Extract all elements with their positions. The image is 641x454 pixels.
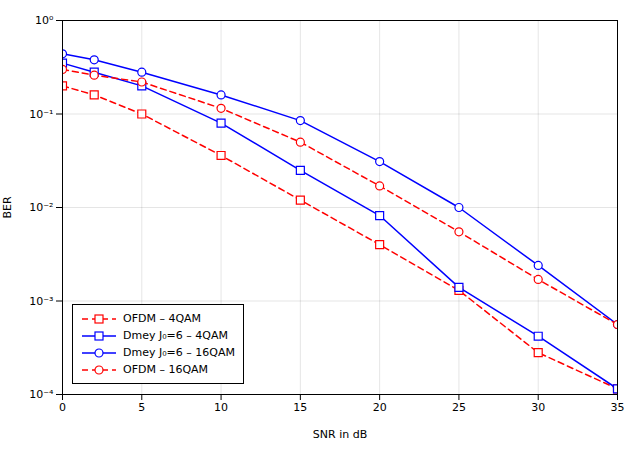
html-text:OFDM – 16QAM: OFDM – 16QAM	[123, 363, 209, 376]
svg-text:BER: BER	[1, 196, 14, 218]
html-text:Dmey J₀=6 – 4QAM: Dmey J₀=6 – 4QAM	[123, 329, 228, 342]
svg-text:30: 30	[531, 401, 545, 414]
svg-text:10⁻¹: 10⁻¹	[29, 108, 53, 121]
svg-text:10⁻²: 10⁻²	[29, 201, 53, 214]
svg-text:10⁰: 10⁰	[35, 14, 54, 27]
svg-text:25: 25	[452, 401, 466, 414]
svg-text:5: 5	[138, 401, 145, 414]
svg-text:10⁻³: 10⁻³	[29, 295, 53, 308]
svg-text:10⁻⁴: 10⁻⁴	[29, 388, 54, 401]
html-text:OFDM – 4QAM: OFDM – 4QAM	[123, 312, 202, 325]
svg-text:SNR in dB: SNR in dB	[313, 428, 367, 441]
svg-text:15: 15	[293, 401, 307, 414]
svg-text:20: 20	[373, 401, 387, 414]
svg-text:10: 10	[214, 401, 228, 414]
html-text:Dmey J₀=6 – 16QAM: Dmey J₀=6 – 16QAM	[123, 346, 235, 359]
svg-text:0: 0	[59, 401, 66, 414]
svg-text:35: 35	[611, 401, 625, 414]
